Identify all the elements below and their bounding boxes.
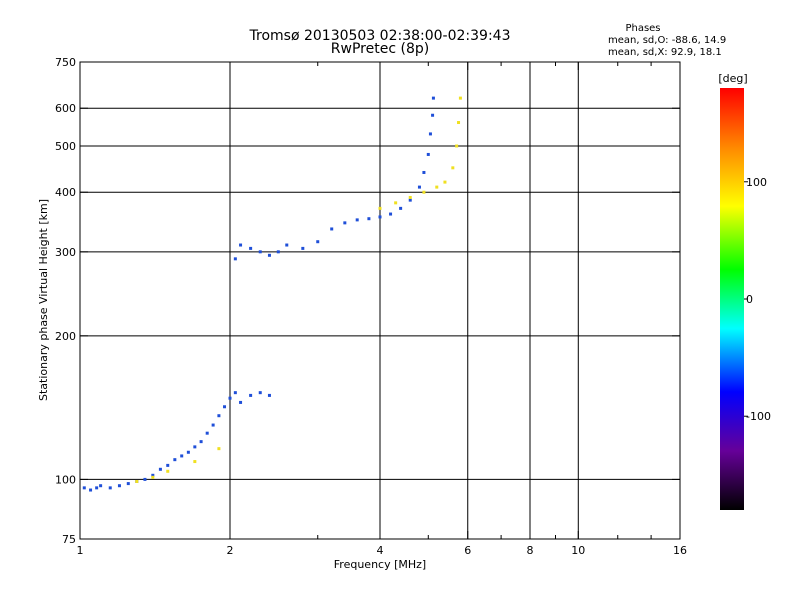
data-point <box>451 166 455 170</box>
data-point <box>258 391 262 395</box>
data-point <box>166 463 170 467</box>
data-point <box>422 170 426 174</box>
data-point <box>193 445 197 449</box>
data-point <box>211 423 215 427</box>
data-point <box>249 246 253 250</box>
data-point <box>205 431 209 435</box>
data-point <box>330 227 334 231</box>
data-point <box>151 473 155 477</box>
data-point <box>143 477 147 481</box>
data-point <box>343 221 347 225</box>
data-point <box>135 479 139 483</box>
data-point <box>458 96 462 100</box>
points-layer <box>82 96 462 492</box>
data-point <box>301 246 305 250</box>
x-tick-label: 10 <box>571 544 585 557</box>
x-tick-label: 2 <box>227 544 234 557</box>
data-point <box>408 195 412 199</box>
data-point <box>233 257 237 261</box>
data-point <box>99 484 103 488</box>
y-tick-label: 750 <box>55 56 76 69</box>
data-point <box>394 201 398 205</box>
data-point <box>378 215 382 219</box>
data-point <box>408 198 412 202</box>
colorbar-label: [deg] <box>718 72 747 85</box>
y-tick-label: 500 <box>55 140 76 153</box>
y-axis-label: Stationary phase Virtual Height [km] <box>37 199 50 401</box>
x-tick-label: 4 <box>377 544 384 557</box>
data-point <box>158 467 162 471</box>
data-point <box>89 488 93 492</box>
data-point <box>95 486 99 490</box>
stats-x: mean, sd,X: 92.9, 18.1 <box>608 47 722 58</box>
y-tick-label: 100 <box>55 473 76 486</box>
data-point <box>223 405 227 409</box>
data-point <box>239 400 243 404</box>
x-tick-label: 1 <box>77 544 84 557</box>
x-tick-label: 16 <box>673 544 687 557</box>
data-point <box>239 243 243 247</box>
data-point <box>258 250 262 254</box>
data-point <box>267 253 271 257</box>
data-point <box>378 206 382 210</box>
data-point <box>126 482 130 486</box>
data-point <box>316 240 320 244</box>
data-point <box>367 217 371 221</box>
data-point <box>431 113 435 117</box>
data-point <box>186 450 190 454</box>
data-point <box>355 218 359 222</box>
data-point <box>428 132 432 136</box>
data-point <box>285 243 289 247</box>
x-axis-label: Frequency [MHz] <box>334 558 426 571</box>
data-point <box>82 486 86 490</box>
stats-header: Phases <box>625 23 660 34</box>
chart-title: Tromsø 20130503 02:38:00-02:39:43 <box>249 28 511 44</box>
grid-layer <box>80 62 680 539</box>
x-tick-label: 8 <box>527 544 534 557</box>
data-point <box>217 414 221 418</box>
y-tick-label: 600 <box>55 102 76 115</box>
data-point <box>457 121 461 125</box>
y-tick-label: 400 <box>55 186 76 199</box>
data-point <box>389 212 393 216</box>
data-point <box>276 250 280 254</box>
data-point <box>228 396 232 400</box>
x-tick-label: 6 <box>464 544 471 557</box>
chart-subtitle: RwPretec (8p) <box>331 41 429 57</box>
data-point <box>193 460 197 464</box>
data-point <box>151 475 155 479</box>
data-point <box>217 447 221 451</box>
data-point <box>180 454 184 458</box>
data-point <box>199 440 203 444</box>
data-point <box>422 190 426 194</box>
y-tick-label: 300 <box>55 246 76 259</box>
colorbar-tick-label: 0 <box>746 293 753 306</box>
colorbar-tick-label: -100 <box>746 410 771 423</box>
tick-layer: 1 2 4 6 8 10 16 75 100 200 300 400 500 600 750 <box>55 56 687 557</box>
data-point <box>417 185 421 189</box>
data-point <box>267 393 271 397</box>
colorbar-ticks: 100 0 -100 <box>744 176 771 423</box>
data-point <box>443 180 447 184</box>
y-tick-label: 75 <box>62 533 76 546</box>
data-point <box>233 391 237 395</box>
colorbar <box>720 88 744 510</box>
data-point <box>431 96 435 100</box>
data-point <box>166 469 170 473</box>
data-point <box>117 484 121 488</box>
data-point <box>108 486 112 490</box>
data-point <box>173 458 177 462</box>
stats-o: mean, sd,O: -88.6, 14.9 <box>608 35 726 46</box>
colorbar-tick-label: 100 <box>746 176 767 189</box>
data-point <box>249 393 253 397</box>
data-point <box>455 144 459 148</box>
y-tick-label: 200 <box>55 330 76 343</box>
data-point <box>426 152 430 156</box>
data-point <box>435 185 439 189</box>
data-point <box>399 206 403 210</box>
